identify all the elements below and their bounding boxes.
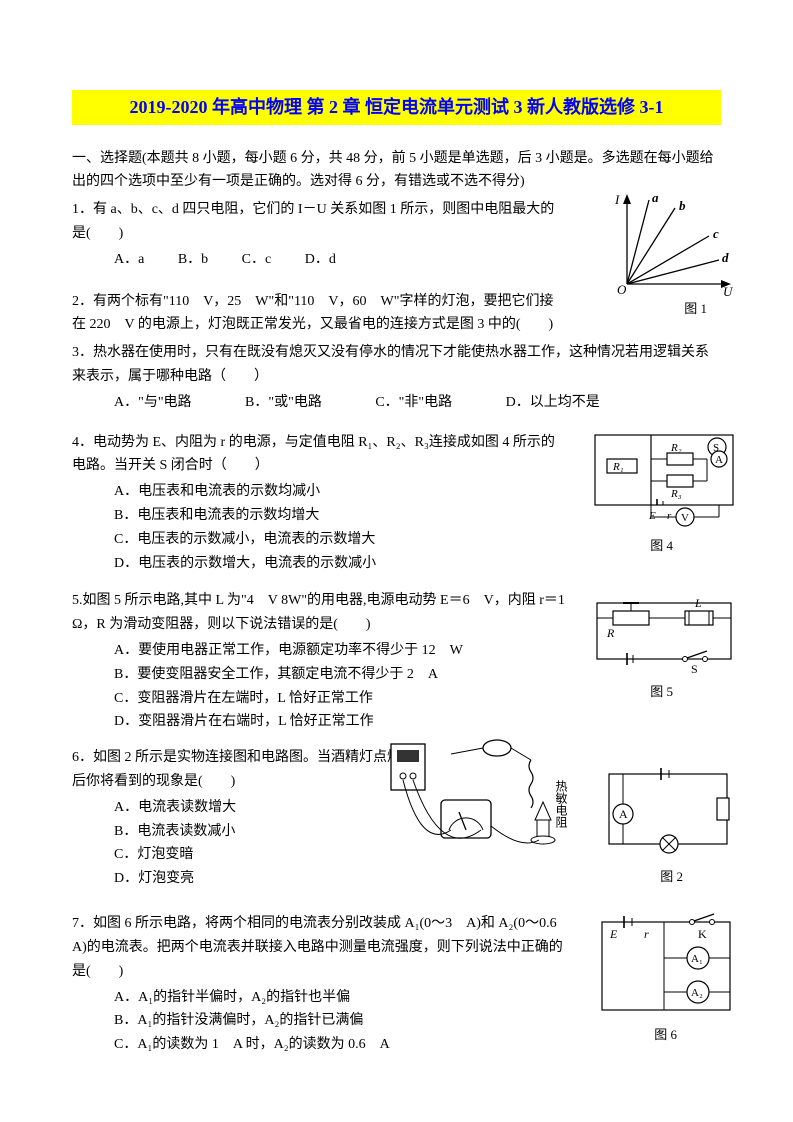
q7-text: 7．如图 6 所示电路，将两个相同的电流表分别改装成 A₁(0～3 A)和 A₂… <box>72 912 566 983</box>
svg-text:a: a <box>652 192 659 205</box>
svg-text:A₂: A₂ <box>691 987 703 999</box>
q1-opt-a: A．a <box>114 248 144 272</box>
q7-opt-a: A．A₁的指针半偏时，A₂的指针也半偏 <box>114 986 566 1010</box>
question-6: 6．如图 2 所示是实物连接图和电路图。当酒精灯点燃后你将看到的现象是( ) A… <box>72 746 721 896</box>
question-2: 2．有两个标有"110 V，25 W"和"110 V，60 W"字样的灯泡，要把… <box>72 290 721 338</box>
q3-opt-d: D．以上均不是 <box>506 391 600 415</box>
q4-opt-c: C．电压表的示数减小，电流表的示数增大 <box>114 528 566 552</box>
svg-text:R₃: R₃ <box>670 488 682 500</box>
svg-text:E: E <box>609 927 618 941</box>
q1-options: A．a B．b C．c D．d <box>72 248 566 272</box>
q4-opt-b: B．电压表和电流表的示数均增大 <box>114 504 566 528</box>
q5-opt-c: C．变阻器滑片在左端时，L 恰好正常工作 <box>114 687 566 711</box>
svg-text:R: R <box>606 626 615 640</box>
svg-text:热敏电阻: 热敏电阻 <box>554 780 568 829</box>
svg-text:c: c <box>713 226 719 241</box>
figure-6-label: 图 6 <box>654 1024 677 1046</box>
question-5: 5.如图 5 所示电路,其中 L 为"4 V 8W"的用电器,电源电动势 E＝6… <box>72 589 721 734</box>
question-3: 3．热水器在使用时，只有在既没有熄灭又没有停水的情况下才能使热水器工作，这种情况… <box>72 341 721 414</box>
question-4: 4．电动势为 E、内阻为 r 的电源，与定值电阻 R₁、R₂、R₃连接成如图 4… <box>72 431 721 576</box>
q4-options: A．电压表和电流表的示数均减小 B．电压表和电流表的示数均增大 C．电压表的示数… <box>72 480 566 575</box>
q4-text: 4．电动势为 E、内阻为 r 的电源，与定值电阻 R₁、R₂、R₃连接成如图 4… <box>72 431 566 479</box>
figure-2-experiment: 热敏电阻 <box>381 730 581 880</box>
q7-options: A．A₁的指针半偏时，A₂的指针也半偏 B．A₁的指针没满偏时，A₂的指针已满偏… <box>72 986 566 1057</box>
q1-text: 1．有 a、b、c、d 四只电阻，它们的 I－U 关系如图 1 所示，则图中电阻… <box>72 198 566 246</box>
figure-4-circuit: R₁ R₂ R₃ S A E r V <box>589 429 739 529</box>
q4-opt-d: D．电压表的示数增大，电流表的示数减小 <box>114 552 566 576</box>
q1-opt-c: C．c <box>242 248 272 272</box>
q5-opt-a: A．要使用电器正常工作，电源额定功率不得少于 12 W <box>114 639 566 663</box>
svg-text:K: K <box>698 927 707 941</box>
q7-opt-c: C．A₁的读数为 1 A 时，A₂的读数为 0.6 A <box>114 1033 566 1057</box>
question-7: 7．如图 6 所示电路，将两个相同的电流表分别改装成 A₁(0～3 A)和 A₂… <box>72 912 721 1057</box>
q3-opt-a: A．"与"电路 <box>114 391 192 415</box>
svg-text:r: r <box>644 927 649 941</box>
svg-text:E: E <box>648 510 656 522</box>
svg-text:A: A <box>715 454 723 466</box>
svg-text:L: L <box>694 596 702 610</box>
svg-text:A: A <box>619 807 628 821</box>
figure-2-circuit: A <box>599 764 739 864</box>
figure-4-label: 图 4 <box>650 535 673 557</box>
svg-text:V: V <box>681 512 689 524</box>
figure-2-label: 图 2 <box>660 866 683 888</box>
q2-text: 2．有两个标有"110 V，25 W"和"110 V，60 W"字样的灯泡，要把… <box>72 290 566 338</box>
q3-opt-b: B．"或"电路 <box>245 391 322 415</box>
svg-text:r: r <box>667 510 672 522</box>
svg-text:U: U <box>723 284 734 299</box>
q6-opt-c: C．灯泡变暗 <box>114 843 401 867</box>
svg-text:A₁: A₁ <box>691 953 703 965</box>
q6-opt-d: D．灯泡变亮 <box>114 867 401 891</box>
q5-options: A．要使用电器正常工作，电源额定功率不得少于 12 W B．要使变阻器安全工作，… <box>72 639 566 734</box>
figure-6-circuit: E r K A₁ A₂ <box>594 912 739 1022</box>
section-header: 一、选择题(本题共 8 小题，每小题 6 分，共 48 分，前 5 小题是单选题… <box>72 147 721 195</box>
q1-opt-b: B．b <box>178 248 208 272</box>
svg-text:d: d <box>722 250 729 265</box>
q3-text: 3．热水器在使用时，只有在既没有熄灭又没有停水的情况下才能使热水器工作，这种情况… <box>72 341 721 389</box>
q6-opt-b: B．电流表读数减小 <box>114 820 401 844</box>
figure-5-circuit: R L S <box>589 593 739 673</box>
figure-5-label: 图 5 <box>650 681 673 703</box>
svg-text:I: I <box>614 192 620 207</box>
question-1: 1．有 a、b、c、d 四只电阻，它们的 I－U 关系如图 1 所示，则图中电阻… <box>72 198 721 285</box>
q1-opt-d: D．d <box>305 248 336 272</box>
q5-opt-b: B．要使变阻器安全工作，其额定电流不得少于 2 A <box>114 663 566 687</box>
q6-opt-a: A．电流表读数增大 <box>114 796 401 820</box>
svg-text:R₁: R₁ <box>612 461 624 473</box>
svg-text:S: S <box>691 662 698 673</box>
q7-opt-b: B．A₁的指针没满偏时，A₂的指针已满偏 <box>114 1009 566 1033</box>
q3-opt-c: C．"非"电路 <box>375 391 452 415</box>
page-title: 2019-2020 年高中物理 第 2 章 恒定电流单元测试 3 新人教版选修 … <box>72 90 721 125</box>
q3-options: A．"与"电路 B．"或"电路 C．"非"电路 D．以上均不是 <box>72 391 721 415</box>
q5-text: 5.如图 5 所示电路,其中 L 为"4 V 8W"的用电器,电源电动势 E＝6… <box>72 589 566 637</box>
svg-text:b: b <box>679 198 686 213</box>
figure-1-graph: I a b c d O U <box>609 192 739 302</box>
q4-opt-a: A．电压表和电流表的示数均减小 <box>114 480 566 504</box>
svg-text:R₂: R₂ <box>670 442 682 454</box>
